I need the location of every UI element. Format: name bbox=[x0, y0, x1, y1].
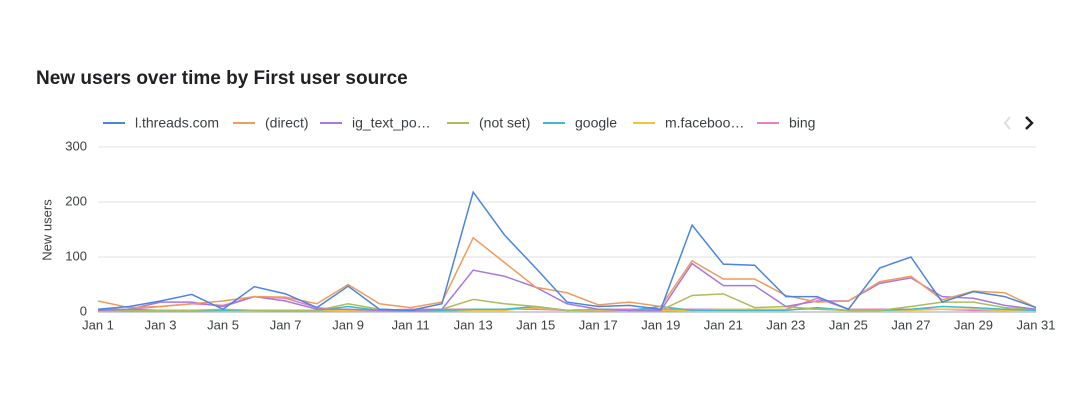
legend-label[interactable]: (direct) bbox=[265, 115, 309, 131]
x-tick-label: Jan 9 bbox=[332, 317, 364, 332]
y-axis-label: New users bbox=[39, 199, 54, 261]
x-tick-label: Jan 1 bbox=[82, 317, 114, 332]
x-tick-label: Jan 13 bbox=[454, 317, 493, 332]
series-line bbox=[98, 293, 1037, 312]
y-tick-label: 200 bbox=[65, 193, 87, 208]
y-tick-label: 100 bbox=[65, 248, 87, 263]
y-tick-label: 0 bbox=[80, 303, 87, 318]
legend-label[interactable]: l.threads.com bbox=[135, 115, 219, 131]
series-line bbox=[97, 236, 1037, 309]
chart-title: New users over time by First user source bbox=[36, 68, 408, 89]
legend-prev[interactable] bbox=[1003, 116, 1011, 130]
x-tick-label: Jan 7 bbox=[270, 317, 302, 332]
x-tick-label: Jan 27 bbox=[891, 317, 930, 332]
legend-label[interactable]: ig_text_po… bbox=[352, 115, 431, 131]
x-tick-label: Jan 3 bbox=[145, 317, 177, 332]
legend-label[interactable]: google bbox=[575, 115, 617, 131]
legend-label[interactable]: m.faceboo… bbox=[665, 115, 744, 131]
legend-label[interactable]: bing bbox=[789, 115, 815, 131]
y-tick-label: 300 bbox=[65, 138, 87, 153]
legend-next[interactable] bbox=[1025, 116, 1034, 130]
x-tick-label: Jan 19 bbox=[641, 317, 680, 332]
x-tick-label: Jan 21 bbox=[704, 317, 743, 332]
x-tick-label: Jan 29 bbox=[954, 317, 993, 332]
x-tick-label: Jan 31 bbox=[1016, 317, 1055, 332]
x-tick-label: Jan 23 bbox=[766, 317, 805, 332]
x-tick-label: Jan 25 bbox=[829, 317, 868, 332]
series-line bbox=[97, 262, 1037, 312]
x-tick-label: Jan 5 bbox=[207, 317, 239, 332]
x-tick-label: Jan 11 bbox=[392, 317, 430, 332]
x-tick-label: Jan 15 bbox=[516, 317, 555, 332]
legend-label[interactable]: (not set) bbox=[479, 115, 530, 131]
series-line bbox=[97, 190, 1037, 312]
x-tick-label: Jan 17 bbox=[579, 317, 618, 332]
